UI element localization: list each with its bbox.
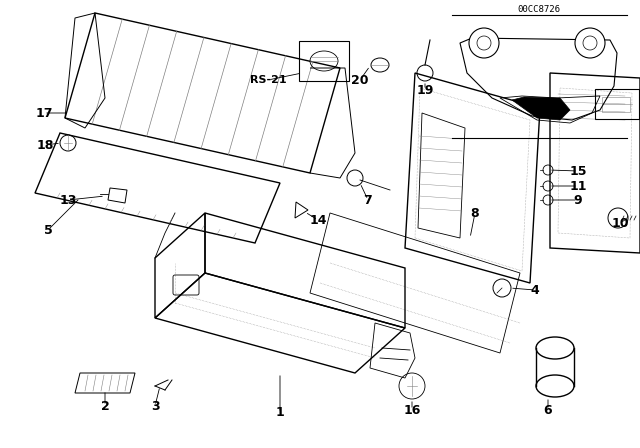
Text: 7: 7 [364, 194, 372, 207]
Text: 4: 4 [531, 284, 540, 297]
Text: 6: 6 [544, 404, 552, 417]
Text: 17: 17 [35, 107, 52, 120]
Text: 9: 9 [573, 194, 582, 207]
Text: 5: 5 [44, 224, 52, 237]
Text: 1: 1 [276, 406, 284, 419]
Text: 12: 12 [639, 102, 640, 115]
Circle shape [575, 28, 605, 58]
Text: RS-21: RS-21 [250, 75, 286, 85]
Text: 3: 3 [150, 400, 159, 413]
Text: 00CC8726: 00CC8726 [518, 5, 561, 14]
Polygon shape [512, 97, 570, 120]
Text: 13: 13 [60, 194, 77, 207]
Text: 2: 2 [100, 400, 109, 413]
Text: 14: 14 [309, 214, 327, 227]
Text: 18: 18 [36, 138, 54, 151]
Text: 10: 10 [611, 216, 628, 229]
Text: 19: 19 [416, 83, 434, 96]
Text: 8: 8 [470, 207, 479, 220]
Text: 16: 16 [403, 404, 420, 417]
Text: 15: 15 [569, 164, 587, 177]
Text: 20: 20 [351, 73, 369, 86]
Text: 11: 11 [569, 180, 587, 193]
Circle shape [469, 28, 499, 58]
